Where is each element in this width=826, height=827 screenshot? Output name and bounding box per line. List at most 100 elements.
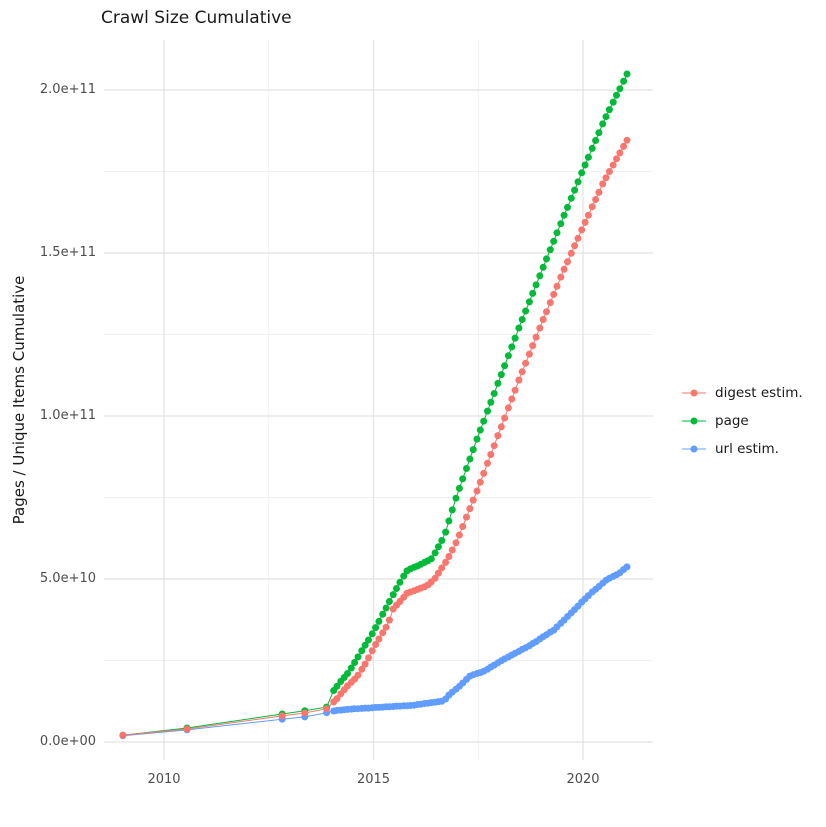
data-point: [543, 308, 550, 316]
data-point: [434, 569, 442, 577]
data-point: [365, 654, 372, 662]
data-point: [497, 371, 505, 379]
data-point: [490, 390, 498, 397]
data-point: [358, 647, 366, 655]
y-tick-label: 1.5e+11: [39, 245, 96, 260]
data-point: [375, 635, 383, 643]
data-point: [463, 513, 470, 521]
data-point: [560, 265, 568, 273]
data-point: [557, 220, 565, 228]
data-point: [455, 531, 463, 539]
data-point: [351, 659, 359, 666]
data-point: [469, 446, 477, 454]
data-point: [602, 113, 610, 121]
data-point: [553, 282, 561, 290]
data-point: [323, 705, 331, 713]
data-point: [595, 129, 603, 137]
legend-label: digest estim.: [715, 385, 803, 401]
data-point: [382, 604, 390, 612]
data-point: [539, 316, 547, 323]
legend: digest estim. page url estim.: [681, 379, 803, 463]
data-point: [278, 712, 286, 720]
data-point: [553, 229, 561, 237]
data-point: [588, 203, 596, 211]
data-point: [532, 281, 540, 289]
legend-item-page: page: [681, 407, 803, 435]
data-point: [557, 273, 565, 281]
data-point: [396, 578, 404, 586]
data-point: [448, 506, 456, 514]
data-point: [536, 272, 544, 280]
y-tick-label: 0.0e+00: [39, 734, 96, 749]
data-point: [385, 598, 393, 605]
data-point: [581, 161, 589, 169]
data-point: [375, 617, 383, 625]
data-point: [442, 558, 450, 566]
data-point: [445, 517, 453, 525]
data-point: [333, 695, 341, 703]
data-point: [616, 85, 624, 93]
data-point: [354, 671, 362, 679]
data-point: [588, 144, 596, 152]
data-point: [605, 106, 613, 114]
data-point: [511, 386, 519, 394]
series-line-page: [122, 73, 628, 736]
data-point: [119, 731, 127, 739]
data-point: [448, 546, 456, 554]
data-point: [592, 137, 600, 144]
data-point: [605, 168, 613, 175]
legend-key-dot: [690, 445, 698, 453]
data-point: [427, 555, 435, 563]
data-point: [501, 414, 509, 422]
data-point: [480, 469, 488, 477]
data-point: [567, 249, 575, 257]
data-point: [452, 539, 460, 547]
legend-key-dot: [690, 389, 698, 397]
data-point: [484, 459, 491, 467]
data-point: [599, 180, 607, 188]
data-point: [529, 342, 537, 350]
data-point: [434, 543, 442, 551]
data-point: [571, 242, 579, 250]
data-point: [344, 670, 351, 677]
data-point: [459, 523, 467, 530]
data-point: [379, 610, 387, 618]
data-point: [365, 636, 372, 644]
data-point: [385, 616, 393, 624]
data-point: [623, 136, 631, 144]
data-point: [550, 237, 558, 245]
legend-key-dot: [690, 417, 698, 425]
data-point: [522, 359, 530, 367]
data-point: [620, 142, 628, 150]
data-point: [515, 376, 523, 384]
data-point: [476, 478, 484, 486]
data-point: [602, 174, 610, 182]
data-point: [455, 484, 463, 492]
data-point: [438, 564, 446, 572]
data-point: [571, 186, 579, 194]
data-point: [567, 194, 575, 202]
x-tick-label: 2010: [147, 772, 181, 787]
data-point: [497, 423, 505, 431]
data-point: [393, 585, 400, 592]
data-point: [595, 188, 603, 196]
data-point: [584, 153, 592, 161]
data-point: [333, 682, 341, 690]
y-tick-label: 5.0e+10: [39, 571, 96, 586]
legend-label: url estim.: [715, 441, 779, 457]
y-tick-label: 2.0e+11: [39, 82, 96, 97]
data-point: [592, 196, 600, 203]
data-point: [473, 487, 481, 495]
data-point: [543, 255, 550, 263]
data-point: [518, 316, 526, 323]
data-point: [431, 574, 439, 582]
data-point: [525, 350, 533, 358]
data-point: [501, 362, 509, 370]
data-point: [546, 246, 554, 254]
data-point: [518, 368, 526, 376]
data-point: [539, 263, 547, 271]
legend-key-icon: [682, 389, 706, 397]
data-point: [515, 324, 523, 332]
data-point: [358, 665, 366, 673]
